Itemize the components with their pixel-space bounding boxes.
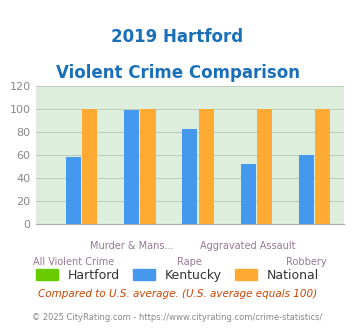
Bar: [66, 157, 81, 224]
Bar: [315, 109, 330, 224]
Text: Aggravated Assault: Aggravated Assault: [201, 241, 296, 251]
Bar: [199, 109, 214, 224]
Bar: [141, 109, 155, 224]
Text: Violent Crime Comparison: Violent Crime Comparison: [55, 64, 300, 82]
Bar: [124, 110, 139, 224]
Bar: [82, 109, 97, 224]
Legend: Hartford, Kentucky, National: Hartford, Kentucky, National: [31, 264, 324, 287]
Text: Murder & Mans...: Murder & Mans...: [90, 241, 174, 251]
Text: Robbery: Robbery: [286, 257, 327, 267]
Text: Rape: Rape: [178, 257, 202, 267]
Bar: [299, 155, 314, 224]
Bar: [182, 129, 197, 224]
Bar: [241, 164, 256, 224]
Text: Compared to U.S. average. (U.S. average equals 100): Compared to U.S. average. (U.S. average …: [38, 289, 317, 299]
Text: 2019 Hartford: 2019 Hartford: [111, 28, 244, 46]
Text: All Violent Crime: All Violent Crime: [33, 257, 114, 267]
Bar: [257, 109, 272, 224]
Text: © 2025 CityRating.com - https://www.cityrating.com/crime-statistics/: © 2025 CityRating.com - https://www.city…: [32, 313, 323, 322]
